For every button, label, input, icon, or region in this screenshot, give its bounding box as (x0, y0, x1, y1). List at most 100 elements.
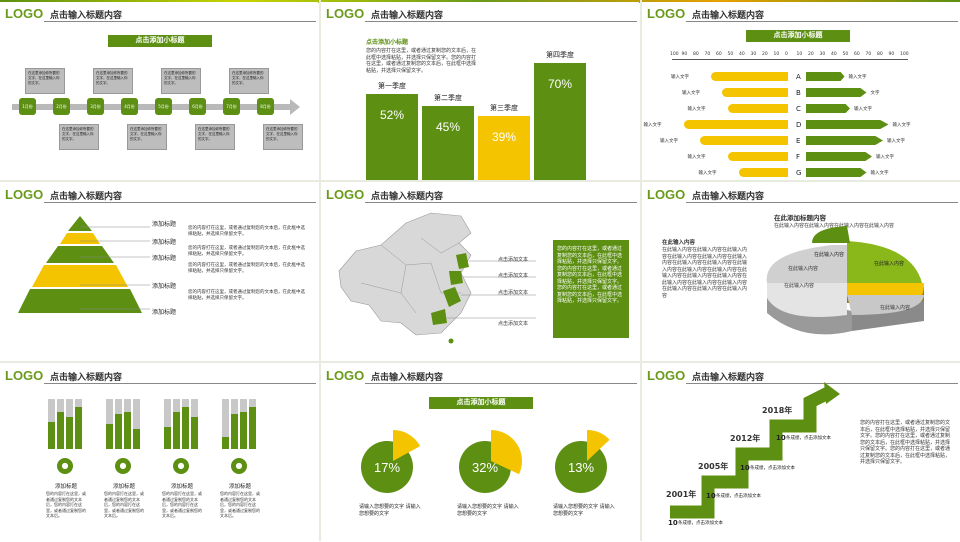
tick-label: 90 (681, 52, 688, 57)
bar-fill (124, 411, 131, 449)
bar-right-label: 输入文字 (848, 75, 867, 80)
timeline-box: 在这里添加你所要的文字，在这里输入你的文字。 (195, 124, 235, 150)
timeline-hex: 8月份 (257, 98, 274, 115)
pie-value: 17% (373, 460, 401, 475)
bar-fill (133, 429, 140, 449)
year-label: 2001年 (666, 490, 697, 499)
bar-left-label: 输入文字 (660, 139, 678, 144)
slide-thumbnail-4[interactable]: LOGO 点击输入标题内容 添加标题 添加标题 添加标题 添加标题 添加标题 您的内容打在… (0, 183, 318, 361)
tick-label: 30 (750, 52, 757, 57)
bar-right (806, 88, 867, 97)
tick-label: 50 (842, 52, 849, 57)
pie-slice (393, 430, 421, 461)
header-rule (365, 383, 637, 384)
bar-left (722, 88, 788, 97)
slide-title: 点击输入标题内容 (692, 192, 765, 202)
bar-label: 第三季度 (490, 103, 518, 112)
logo: LOGO (326, 187, 365, 202)
tick-label: 70 (865, 52, 872, 57)
bar-left (683, 120, 788, 129)
row-letter: A (796, 73, 801, 81)
tick-label: 60 (854, 52, 860, 57)
map-label: 点击添加文本 (498, 321, 529, 327)
map-region-highlight (443, 287, 461, 307)
map-textbox: 您的内容打在这里，或者通过复制您的文本后，在此框中选择粘贴，并选择只保留文字。您… (553, 240, 629, 338)
timeline-box: 在这里添加你所要的文字，在这里输入你的文字。 (59, 124, 99, 150)
tick-label: 100 (670, 52, 679, 57)
pyramid-label: 添加标题 (152, 309, 177, 316)
milestone-number: 10 (740, 464, 750, 472)
quarter-bar (478, 115, 530, 180)
bar-left (711, 72, 788, 81)
pie-value: 13% (567, 460, 595, 475)
tick-label: 70 (704, 52, 711, 57)
tick-label: 80 (877, 52, 883, 57)
logo: LOGO (326, 368, 365, 383)
slide-thumbnail-6[interactable]: LOGO 点击输入标题内容 在此添加标题内容 在此输入内容在此输入内容在此输入内… (642, 183, 960, 361)
tick-label: 60 (716, 52, 722, 57)
subhead: 点击添加小标题 (366, 39, 409, 46)
row-letter: D (796, 121, 802, 129)
left-title: 在此输入内容 (662, 240, 696, 246)
milestone-note: 条成绩，点击添加文本 (750, 466, 795, 471)
slide-title: 点击输入标题内容 (50, 11, 123, 21)
slide-header: LOGO 点击输入标题内容 (642, 2, 960, 24)
bar-fill (182, 406, 189, 449)
slide-thumbnail-9[interactable]: LOGO 点击输入标题内容 2001年 2005年 2012年 2018年 10… (642, 364, 960, 542)
group-label: 添加标题 (54, 484, 77, 490)
slide-thumbnail-3[interactable]: LOGO 点击输入标题内容 点击添加小标题 100 90 80 70 60 50 40 30 2… (642, 2, 960, 180)
map-region-highlight (456, 253, 469, 269)
bar-fill (240, 411, 247, 449)
top-strip (0, 0, 960, 3)
pyramid-text: 您的内容打在这里，或者通过复制您的文本后，在此框中选择粘贴，并选择只保留文字。 (188, 246, 305, 257)
china-map (338, 212, 536, 344)
pyramid-label: 添加标题 (152, 221, 177, 228)
timeline-box: 在这里添加你所要的文字，在这里输入你的文字。 (161, 68, 201, 94)
bar-left-label: 输入文字 (687, 107, 706, 112)
slide-thumbnail-5[interactable]: LOGO 点击输入标题内容 点击添加文本 点击添加文本 点击添加文本 点击添加文… (321, 183, 639, 361)
slide-thumbnail-2[interactable]: LOGO 点击输入标题内容 点击添加小标题 您的内容打在这里，或者通过复制您的文… (321, 2, 639, 180)
pie-slice (767, 283, 847, 317)
slide-thumbnail-1[interactable]: LOGO 点击输入标题内容 点击添加小标题 1月份 2月份 3月份 4月份 5月份 6月份… (0, 2, 318, 180)
slide-title: 点击输入标题内容 (692, 373, 765, 383)
slide-thumbnail-7[interactable]: LOGO 点击输入标题内容 ● 添加标题 您的内容打在这里，或者通过复制您的文本后，… (0, 364, 318, 542)
pie-3d-chart (766, 226, 924, 335)
pie-caption: 请输入您想要的文字 请输入您想要的文字 (359, 504, 421, 517)
pyramid-level-3 (46, 246, 114, 263)
timeline-box: 在这里添加你所要的文字，在这里输入你的文字。 (93, 68, 133, 94)
bar-right (806, 136, 883, 145)
timeline-hex: 4月份 (121, 98, 138, 115)
tick-label: 80 (693, 52, 699, 57)
milestone-number: 10 (706, 492, 716, 500)
milestone-note: 条成绩，点击添加文本 (678, 521, 723, 526)
slide-header: LOGO 点击输入标题内容 (321, 364, 639, 386)
slice-label: 在此输入内容 (880, 305, 911, 311)
bar-fill (164, 426, 171, 449)
map-label: 点击添加文本 (498, 290, 529, 296)
tick-label: 30 (819, 52, 826, 57)
pyramid-chart (18, 216, 150, 313)
logo: LOGO (5, 187, 44, 202)
slide-thumbnail-8[interactable]: LOGO 点击输入标题内容 点击添加小标题 17% 请输入您想要的文字 请输入您想… (321, 364, 639, 542)
pie-slice (766, 245, 847, 283)
pie-slice (491, 430, 522, 475)
bar-bg (222, 399, 229, 449)
tick-axis (672, 59, 908, 60)
pie-slice (847, 283, 924, 295)
tick-label: 20 (762, 52, 768, 57)
pyramid-level-2 (60, 233, 100, 244)
milestone-note: 条成绩，点击添加文本 (786, 436, 831, 441)
slide-header: LOGO 点击输入标题内容 (0, 2, 318, 24)
bar-value: 52% (379, 107, 405, 122)
left-text: 在此输入内容在此输入内容在此输入内容在此输入内容在此输入内容在此输入内容在此输入… (662, 247, 748, 299)
staircase-graphic (670, 382, 840, 519)
year-label: 2018年 (762, 406, 793, 415)
pie-caption: 请输入您想要的文字 请输入您想要的文字 (457, 504, 519, 517)
bar-fill (106, 424, 113, 449)
bar-left-label: 输入文字 (682, 91, 700, 96)
header-rule (686, 21, 958, 22)
group-text: 您的内容打在这里，或者通过复制您的文本后，您的内容打在这里，或者通过复制您的文本… (162, 491, 202, 518)
slice-label: 在此输入内容 (788, 266, 819, 272)
bar-fill (57, 411, 64, 449)
group-text: 您的内容打在这里，或者通过复制您的文本后，您的内容打在这里，或者通过复制您的文本… (220, 491, 260, 518)
